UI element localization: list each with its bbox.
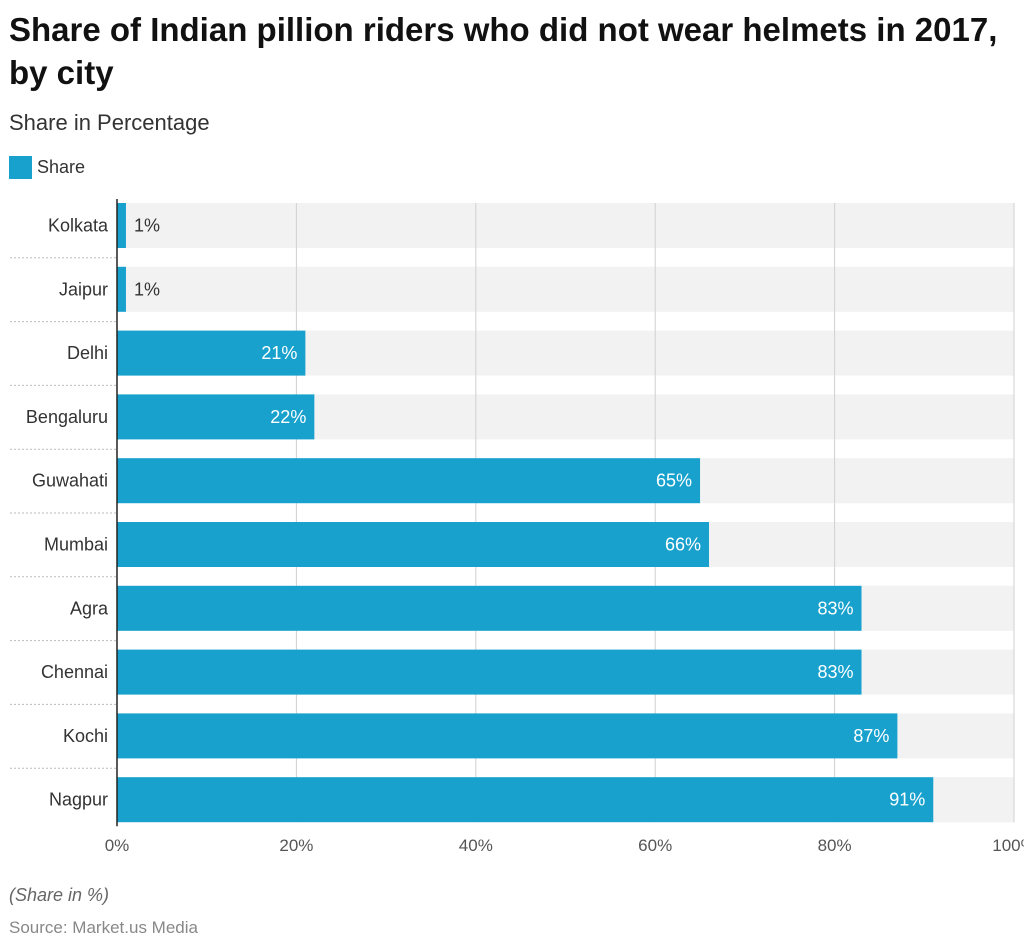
bar-chart: 0% 20% 40% 60% 80% 100% Kolkata 1% Jaipur 1% Delhi… bbox=[10, 199, 1024, 855]
category-label: Chennai bbox=[41, 662, 108, 682]
x-tick-label: 60% bbox=[638, 836, 672, 855]
category-label: Jaipur bbox=[59, 279, 108, 299]
category-label: Kolkata bbox=[48, 216, 109, 236]
data-label: 83% bbox=[817, 662, 853, 682]
data-label: 87% bbox=[853, 726, 889, 746]
chart-title: Share of Indian pillion riders who did n… bbox=[9, 11, 998, 91]
data-label: 83% bbox=[817, 598, 853, 618]
legend-label: Share bbox=[37, 157, 86, 177]
data-label: 91% bbox=[889, 790, 925, 810]
background-bar bbox=[117, 266, 1014, 312]
bar bbox=[117, 649, 862, 695]
footer-note: (Share in %) bbox=[9, 885, 110, 905]
bar bbox=[117, 266, 126, 312]
category-label: Bengaluru bbox=[26, 407, 108, 427]
bar bbox=[117, 394, 315, 440]
category-label: Guwahati bbox=[32, 471, 108, 491]
bar bbox=[117, 585, 862, 631]
bar bbox=[117, 458, 701, 504]
bar bbox=[117, 330, 306, 376]
bar bbox=[117, 777, 934, 823]
x-tick-label: 100% bbox=[992, 836, 1024, 855]
category-label: Kochi bbox=[63, 726, 108, 746]
legend-swatch bbox=[9, 156, 32, 179]
data-label: 65% bbox=[656, 471, 692, 491]
data-label: 1% bbox=[134, 216, 160, 236]
data-label: 21% bbox=[261, 343, 297, 363]
background-bar bbox=[117, 203, 1014, 248]
x-tick-label: 40% bbox=[459, 836, 493, 855]
bar bbox=[117, 522, 710, 567]
source-text: Source: Market.us Media bbox=[9, 918, 198, 937]
data-label: 1% bbox=[134, 279, 160, 299]
category-label: Nagpur bbox=[49, 790, 108, 810]
x-tick-label: 80% bbox=[818, 836, 852, 855]
data-label: 22% bbox=[270, 407, 306, 427]
chart-subtitle: Share in Percentage bbox=[9, 110, 210, 135]
x-tick-label: 0% bbox=[105, 836, 130, 855]
category-label: Delhi bbox=[67, 343, 108, 363]
bar bbox=[117, 713, 898, 759]
legend: Share bbox=[9, 156, 85, 179]
data-label: 66% bbox=[665, 535, 701, 555]
category-label: Mumbai bbox=[44, 535, 108, 555]
bar bbox=[117, 203, 126, 248]
x-tick-label: 20% bbox=[279, 836, 313, 855]
category-label: Agra bbox=[70, 598, 109, 618]
